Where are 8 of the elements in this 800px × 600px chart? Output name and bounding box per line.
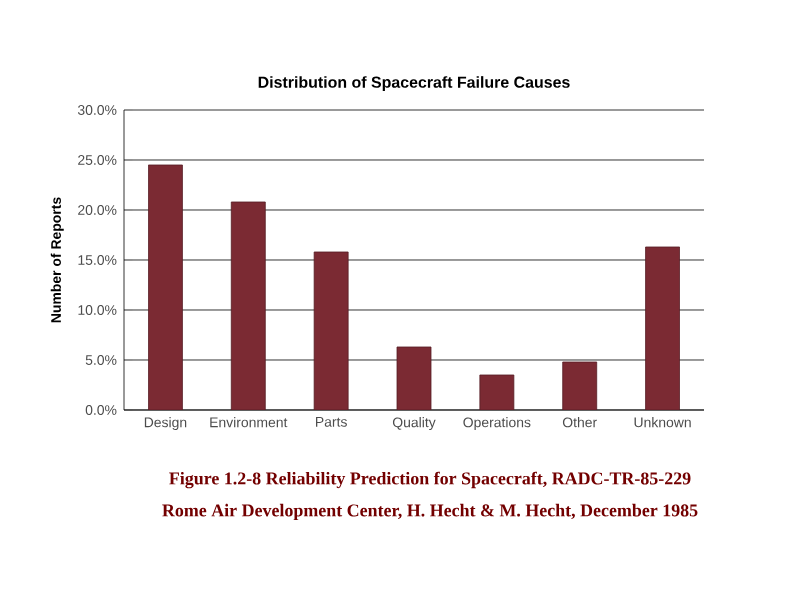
bar — [396, 346, 432, 410]
bar — [230, 201, 266, 410]
text: Rome Air Development Center, H. Hecht & M. Hecht, December 1985 — [162, 503, 698, 521]
bar — [148, 164, 183, 410]
caption: Figure 1.2-8 Reliability Prediction for Spacecraft, RADC-TR-85-229 — [169, 471, 691, 489]
bar — [313, 251, 349, 410]
bar — [562, 361, 598, 410]
bar — [645, 246, 680, 410]
